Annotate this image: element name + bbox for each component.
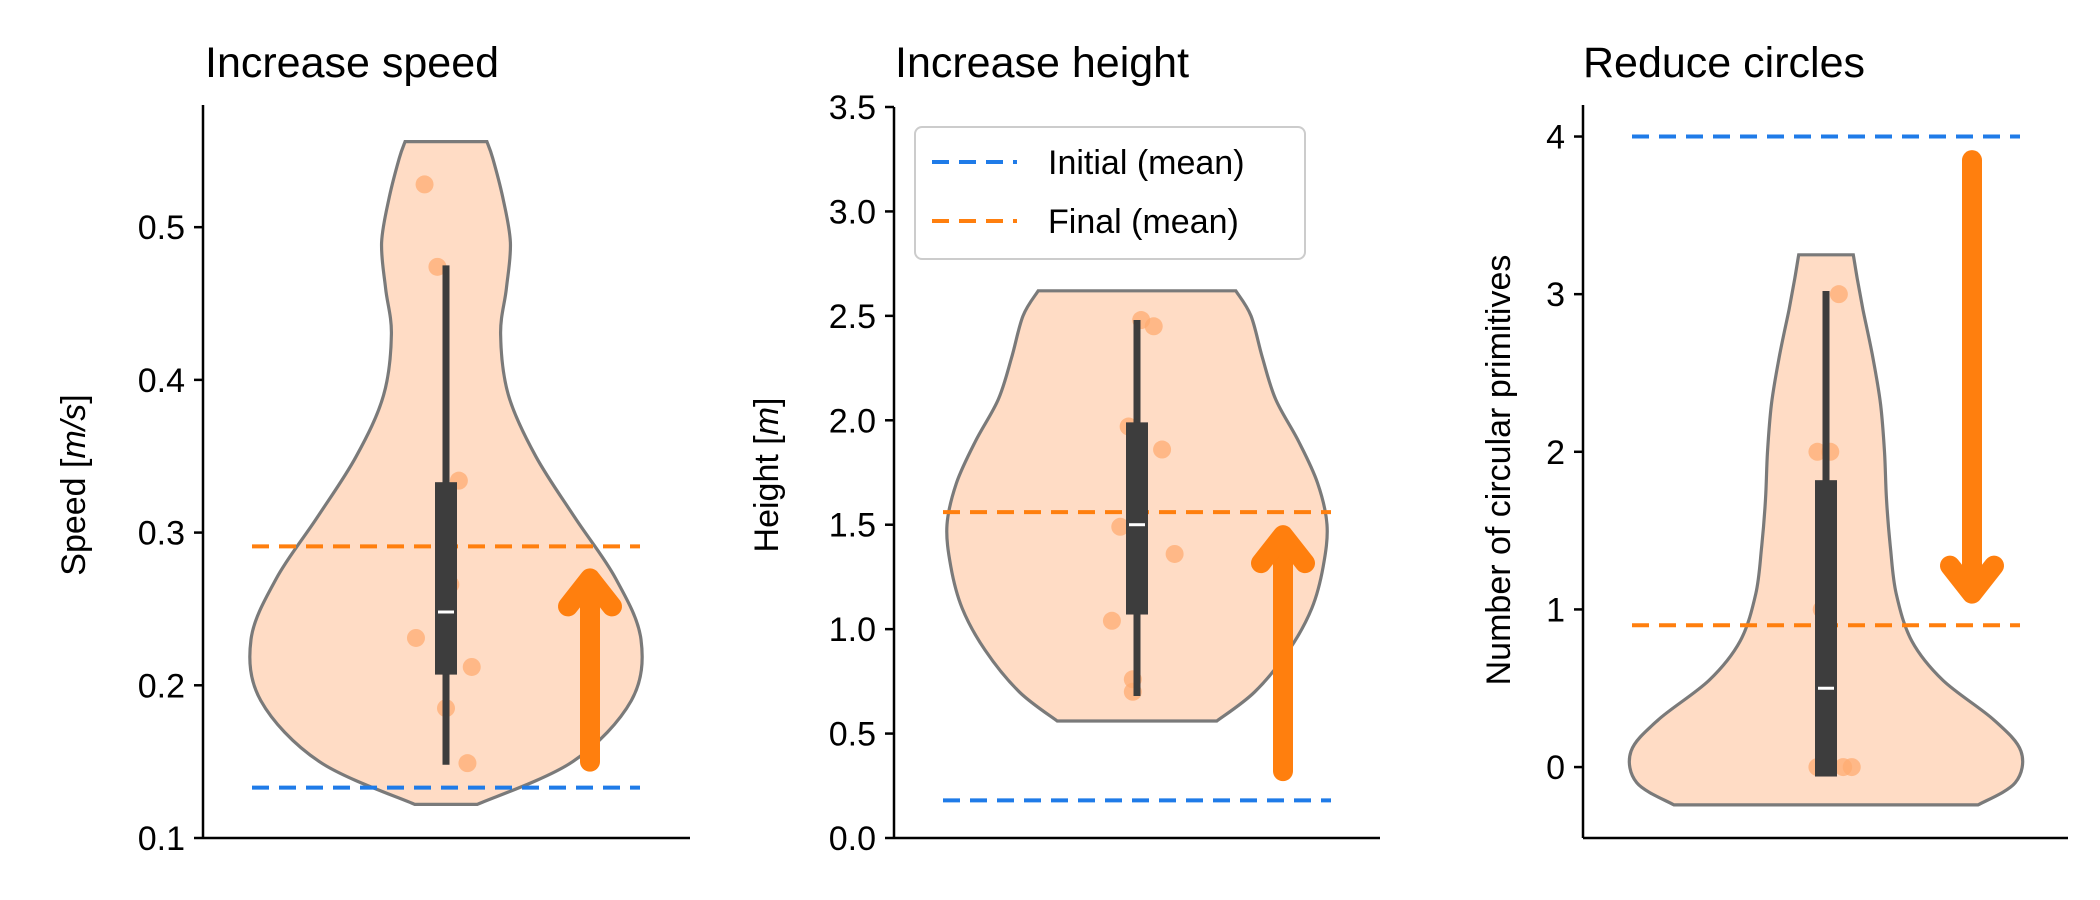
y-tick-label: 2 xyxy=(1546,434,1565,472)
panel-title: Reduce circles xyxy=(1583,39,1865,87)
trend-arrow-head xyxy=(1940,555,2004,604)
y-tick-label: 3.5 xyxy=(829,89,876,127)
data-point xyxy=(415,175,434,194)
arrow-layer xyxy=(558,568,622,772)
data-point xyxy=(1153,440,1172,459)
trend-arrow-head xyxy=(1251,525,1315,574)
axes-layer: 0.1 0.2 0.3 0.4 0.5 xyxy=(138,105,690,858)
y-axis-label: Speed [m/s] xyxy=(55,394,93,575)
arrow-layer xyxy=(1251,525,1315,782)
data-point xyxy=(1808,442,1827,461)
data-point xyxy=(1144,317,1163,336)
data-point xyxy=(1829,285,1848,304)
box-layer xyxy=(435,265,457,765)
legend-frame xyxy=(914,126,1306,260)
legend-final-label: Final (mean) xyxy=(1048,203,1239,241)
data-point xyxy=(428,257,447,276)
legend-initial-label: Initial (mean) xyxy=(1048,144,1245,182)
legend: Initial (mean) Final (mean) xyxy=(914,126,1306,260)
trend-arrow-head xyxy=(558,568,622,617)
y-tick-label: 4 xyxy=(1546,119,1565,157)
y-tick-label: 0 xyxy=(1546,749,1565,787)
y-tick-label: 0.4 xyxy=(138,362,185,400)
y-tick-label: 3 xyxy=(1546,276,1565,314)
y-tick-label: 0.5 xyxy=(138,209,185,247)
y-tick-label: 0.3 xyxy=(138,515,185,553)
y-tick-label: 1.5 xyxy=(829,507,876,545)
y-tick-label: 2.5 xyxy=(829,298,876,336)
y-axis-label: Number of circular primitives xyxy=(1480,255,1518,686)
y-tick-label: 0.0 xyxy=(829,820,876,858)
data-point xyxy=(462,657,481,676)
data-point xyxy=(406,628,425,647)
panel-increase-speed: 0.1 0.2 0.3 0.4 0.5 Increase speed Speed [m/… xyxy=(55,39,690,858)
y-tick-label: 1 xyxy=(1546,591,1565,629)
y-tick-label: 3.0 xyxy=(829,193,876,231)
y-tick-label: 0.2 xyxy=(138,667,185,705)
data-point xyxy=(1111,517,1130,536)
y-axis-label: Height [m] xyxy=(748,398,786,553)
box-layer xyxy=(1815,291,1837,777)
box-iqr xyxy=(1815,480,1837,777)
panel-title: Increase speed xyxy=(205,39,499,87)
data-point xyxy=(1842,758,1861,777)
data-point xyxy=(458,754,477,773)
y-tick-label: 2.0 xyxy=(829,402,876,440)
y-tick-label: 1.0 xyxy=(829,611,876,649)
axes-layer: 0 1 2 3 4 xyxy=(1546,105,2068,840)
box-iqr xyxy=(1126,422,1148,615)
panel-increase-height: 0.0 0.5 1.0 1.5 2.0 2.5 3.0 3.5 Increase height… xyxy=(748,39,1380,858)
data-point xyxy=(1102,611,1121,630)
data-point xyxy=(1165,544,1184,563)
box-iqr xyxy=(435,482,457,675)
y-tick-label: 0.5 xyxy=(829,716,876,754)
axes-layer: 0.0 0.5 1.0 1.5 2.0 2.5 3.0 3.5 xyxy=(829,89,1380,858)
y-tick-label: 0.1 xyxy=(138,820,185,858)
box-layer xyxy=(1126,320,1148,696)
panel-title: Increase height xyxy=(895,39,1189,87)
arrow-layer xyxy=(1940,150,2004,604)
panel-reduce-circles: 0 1 2 3 4 Reduce circles Number of circular … xyxy=(1480,39,2068,840)
